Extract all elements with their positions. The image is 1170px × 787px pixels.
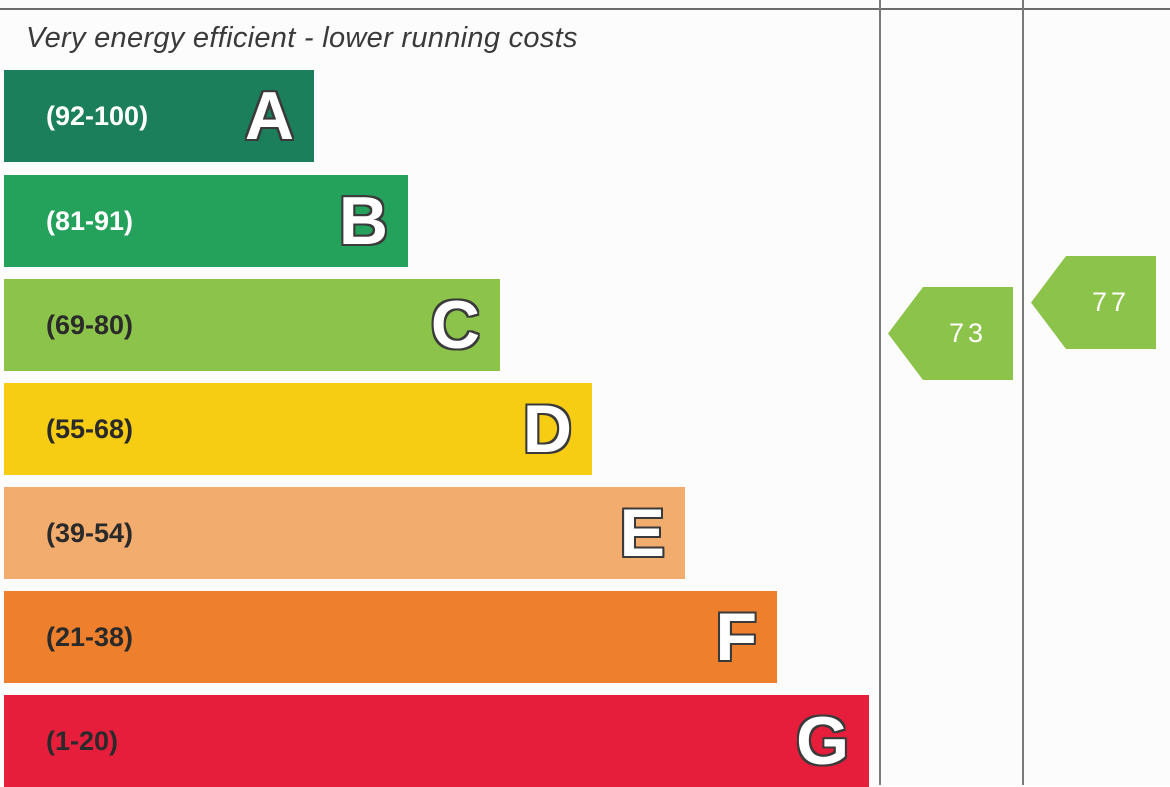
band-letter: B xyxy=(338,183,388,259)
band-d: (55-68) D xyxy=(4,383,592,475)
band-range-label: (21-38) xyxy=(46,622,134,652)
column-divider-potential xyxy=(1022,0,1024,785)
band-a: (92-100) A xyxy=(4,70,314,162)
rating-value: 77 xyxy=(1091,287,1131,317)
band-letter: A xyxy=(244,78,294,154)
band-c: (69-80) C xyxy=(4,279,500,371)
band-e: (39-54) E xyxy=(4,487,685,579)
band-f: (21-38) F xyxy=(4,591,777,683)
band-range-label: (55-68) xyxy=(46,414,134,444)
band-range-label: (92-100) xyxy=(46,101,149,131)
band-letter: C xyxy=(430,287,480,363)
potential-rating-arrow: 77 xyxy=(1031,256,1156,349)
band-letter: G xyxy=(796,703,849,779)
band-g: (1-20) G xyxy=(4,695,869,787)
band-letter: F xyxy=(715,599,757,675)
band-range-label: (81-91) xyxy=(46,206,134,236)
column-divider-current xyxy=(879,0,881,785)
efficient-heading: Very energy efficient - lower running co… xyxy=(26,22,578,54)
rating-value: 73 xyxy=(948,318,988,348)
top-border xyxy=(0,0,1170,10)
band-letter: E xyxy=(619,495,665,571)
band-range-label: (39-54) xyxy=(46,518,134,548)
band-b: (81-91) B xyxy=(4,175,408,267)
band-letter: D xyxy=(522,391,572,467)
band-range-label: (1-20) xyxy=(46,726,119,756)
current-rating-arrow: 73 xyxy=(888,287,1013,380)
band-range-label: (69-80) xyxy=(46,310,134,340)
